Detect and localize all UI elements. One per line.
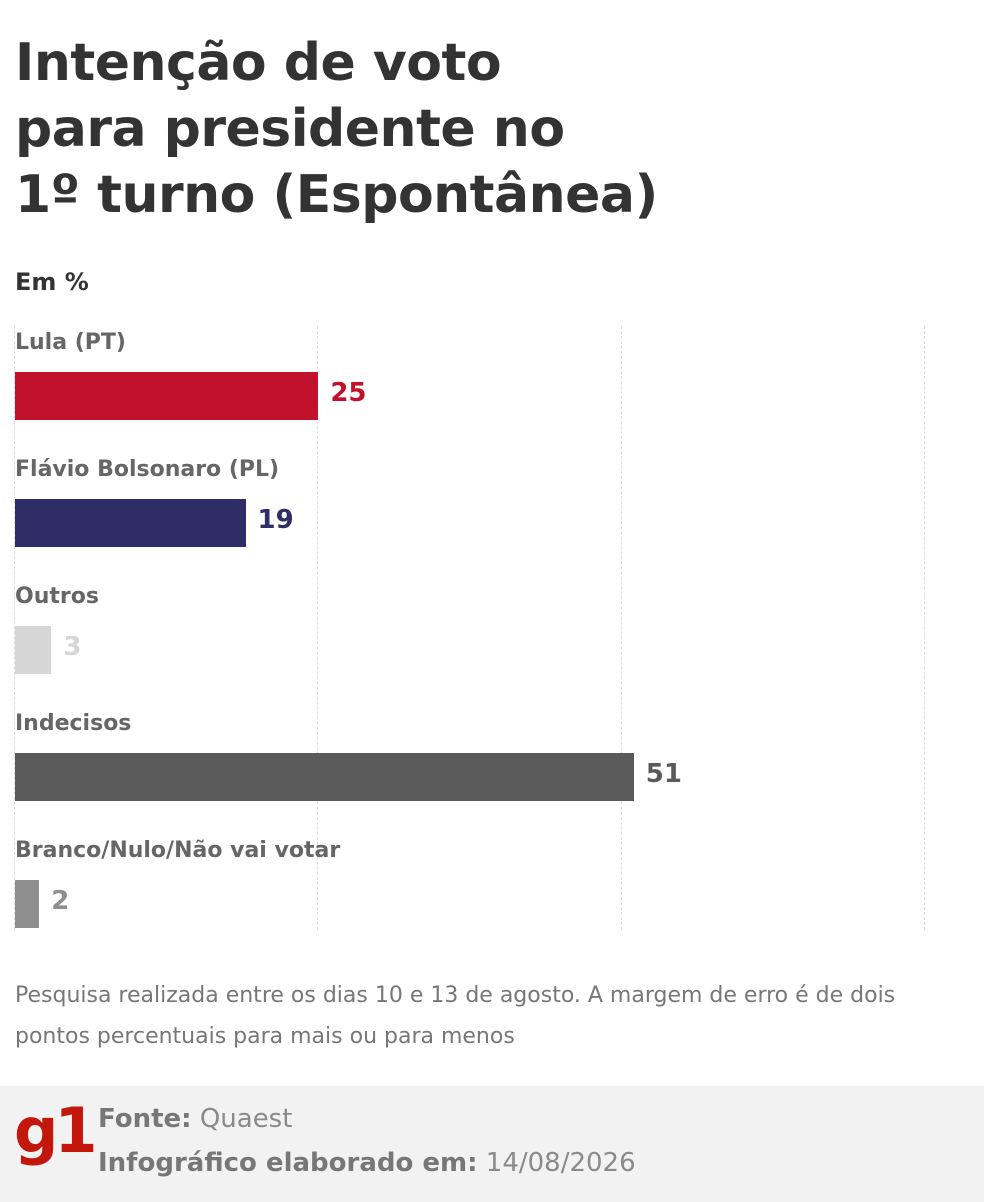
title-line: 1º turno (Espontânea)	[15, 165, 658, 225]
date-label: Infográfico elaborado em:	[98, 1148, 478, 1178]
category-label: Outros	[15, 584, 99, 609]
bar	[15, 499, 246, 547]
unit-label: Em %	[15, 268, 89, 296]
gridline	[924, 326, 925, 930]
category-label: Flávio Bolsonaro (PL)	[15, 457, 280, 482]
bar	[15, 626, 52, 674]
source-line: Fonte: Quaest	[98, 1104, 292, 1134]
footer: g1 Fonte: Quaest Infográfico elaborado e…	[0, 1086, 984, 1202]
gridline	[317, 326, 319, 930]
title-line: para presidente no	[15, 99, 565, 159]
bar	[15, 880, 40, 928]
chart-title: Intenção de voto para presidente no 1º t…	[15, 30, 955, 228]
title-line: Intenção de voto	[15, 33, 502, 93]
bar	[15, 753, 634, 801]
category-label: Lula (PT)	[15, 330, 126, 355]
source-value: Quaest	[199, 1104, 293, 1134]
survey-note: Pesquisa realizada entre os dias 10 e 13…	[15, 983, 896, 1049]
date-value: 14/08/2026	[485, 1148, 636, 1178]
bar-value-label: 3	[63, 632, 82, 662]
bar-value-label: 19	[257, 505, 294, 535]
bar-value-label: 25	[330, 378, 367, 408]
category-label: Indecisos	[15, 711, 132, 736]
bar-value-label: 51	[645, 759, 682, 789]
bar-value-label: 2	[51, 886, 70, 916]
category-label: Branco/Nulo/Não vai votar	[15, 838, 341, 863]
gridline	[14, 326, 15, 930]
g1-logo: g1	[14, 1094, 98, 1167]
gridline	[620, 326, 622, 930]
source-label: Fonte:	[98, 1104, 192, 1134]
date-line: Infográfico elaborado em: 14/08/2026	[98, 1148, 636, 1178]
bar	[15, 372, 319, 420]
